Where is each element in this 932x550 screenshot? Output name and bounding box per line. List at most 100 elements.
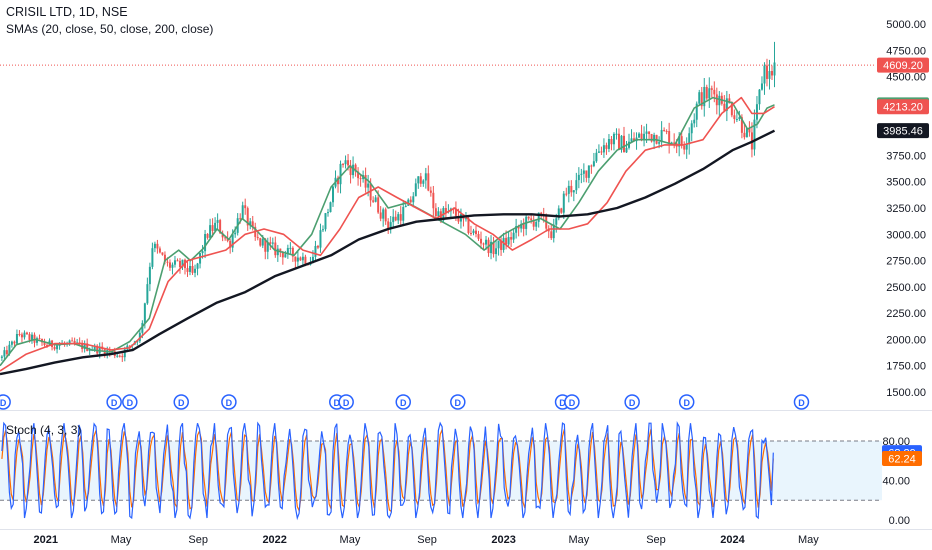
candle-body bbox=[141, 322, 144, 333]
candle-body bbox=[324, 213, 327, 230]
candle-body bbox=[673, 142, 676, 144]
candle-body bbox=[587, 165, 590, 178]
candle-body bbox=[718, 95, 721, 106]
candle-body bbox=[660, 129, 663, 143]
candle-body bbox=[728, 98, 731, 104]
dividend-marker-circle bbox=[678, 394, 695, 410]
candle-body bbox=[555, 218, 558, 225]
dividend-marker-label: D bbox=[798, 398, 805, 408]
candle-body bbox=[168, 262, 171, 268]
dividend-marker-circle bbox=[173, 394, 189, 410]
candle-body bbox=[58, 344, 61, 346]
dividend-marker-circle bbox=[106, 394, 122, 410]
candle-body bbox=[630, 138, 633, 142]
candle-body bbox=[171, 264, 174, 268]
candle-body bbox=[562, 193, 565, 213]
candle-body bbox=[485, 239, 488, 245]
price-tick-label: 3000.00 bbox=[886, 229, 926, 241]
candle-body bbox=[304, 256, 307, 265]
candle-body bbox=[532, 220, 535, 227]
candle-body bbox=[8, 344, 11, 355]
candle-body bbox=[18, 334, 21, 336]
dividend-marker-circle bbox=[624, 394, 640, 410]
dividend-marker-label: D bbox=[343, 398, 350, 408]
candle-body bbox=[294, 256, 297, 262]
time-tick-label: Sep bbox=[188, 534, 208, 546]
candle-body bbox=[615, 133, 618, 135]
dividend-marker-circle bbox=[450, 394, 466, 410]
dividend-marker: D bbox=[678, 394, 695, 410]
candle-body bbox=[342, 163, 345, 165]
candle-body bbox=[249, 221, 252, 226]
candle-body bbox=[708, 88, 711, 99]
dividend-marker-circle bbox=[564, 394, 580, 410]
candle-body bbox=[653, 134, 656, 142]
candle-body bbox=[745, 127, 748, 138]
dividend-marker-label: D bbox=[400, 398, 407, 408]
candle-body bbox=[527, 216, 530, 219]
candle-body bbox=[299, 257, 302, 261]
candle-body bbox=[417, 176, 420, 184]
candle-body bbox=[337, 177, 340, 185]
candle-body bbox=[444, 208, 447, 213]
candle-body bbox=[357, 171, 360, 179]
candle-body bbox=[387, 221, 390, 229]
candle-body bbox=[352, 164, 355, 176]
candle-body bbox=[607, 139, 610, 149]
candle-body bbox=[13, 341, 16, 344]
dividend-marker-label: D bbox=[455, 398, 462, 408]
candle-body bbox=[733, 115, 736, 119]
candle-body bbox=[429, 190, 432, 193]
candle-body bbox=[763, 65, 766, 84]
candle-body bbox=[191, 266, 194, 273]
candle-body bbox=[219, 220, 222, 234]
candle-body bbox=[685, 144, 688, 150]
candle-body bbox=[602, 145, 605, 153]
candle-body bbox=[402, 207, 405, 221]
candle-body bbox=[3, 350, 6, 357]
stoch-k-line bbox=[1, 421, 774, 521]
candle-body bbox=[379, 212, 382, 219]
indicator-legend: SMAs (20, close, 50, close, 200, close) bbox=[6, 22, 214, 36]
candle-body bbox=[567, 185, 570, 194]
stoch-d-badge-bg bbox=[882, 451, 922, 467]
price-tick-label: 2000.00 bbox=[886, 334, 926, 346]
candle-body bbox=[480, 238, 483, 244]
candle-body bbox=[457, 215, 460, 222]
candle-body bbox=[311, 256, 314, 264]
candle-body bbox=[367, 183, 370, 188]
candle-body bbox=[678, 136, 681, 147]
candle-body bbox=[116, 355, 119, 357]
dividend-marker-label: D bbox=[226, 398, 233, 408]
candle-body bbox=[680, 136, 683, 146]
candle-body bbox=[740, 117, 743, 133]
candle-body bbox=[515, 226, 518, 233]
candle-body bbox=[389, 222, 392, 229]
candle-body bbox=[409, 199, 412, 203]
candle-body bbox=[281, 252, 284, 258]
dividend-marker: D bbox=[624, 394, 640, 410]
candle-body bbox=[372, 200, 375, 202]
dividend-marker-label: D bbox=[559, 398, 566, 408]
candle-body bbox=[176, 260, 179, 262]
candle-body bbox=[770, 71, 773, 76]
candle-body bbox=[211, 225, 214, 231]
candle-body bbox=[153, 243, 156, 249]
candle-body bbox=[229, 240, 232, 248]
candle-body bbox=[173, 260, 176, 265]
candle-body bbox=[748, 127, 751, 133]
candle-body bbox=[537, 212, 540, 222]
candle-body bbox=[136, 341, 139, 343]
candle-body bbox=[698, 92, 701, 104]
candle-body bbox=[500, 240, 503, 250]
candle-body bbox=[28, 334, 31, 340]
candle-body bbox=[23, 332, 26, 338]
candle-body bbox=[713, 89, 716, 95]
candle-body bbox=[422, 180, 425, 184]
time-tick-label: May bbox=[798, 534, 819, 546]
price-tick-label: 3250.00 bbox=[886, 203, 926, 215]
price-tick-label: 2500.00 bbox=[886, 282, 926, 294]
candle-body bbox=[560, 208, 563, 213]
